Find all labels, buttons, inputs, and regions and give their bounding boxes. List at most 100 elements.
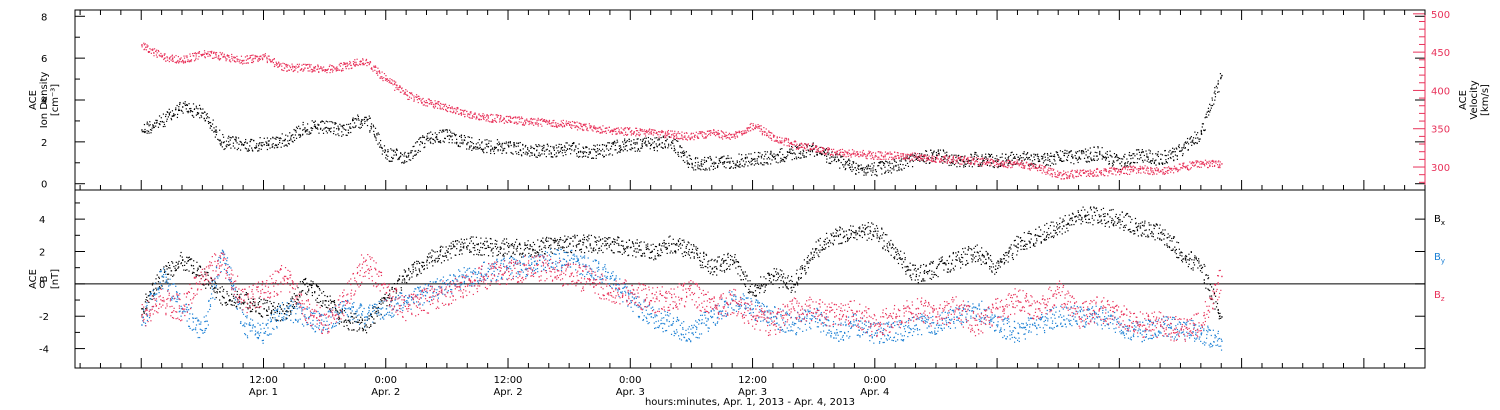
density-dot [641, 143, 643, 145]
density-dot [256, 143, 258, 145]
density-dot [1149, 161, 1151, 163]
velocity-dot [650, 129, 652, 131]
velocity-dot [1130, 171, 1132, 173]
density-dot [1150, 162, 1152, 165]
velocity-dot [592, 130, 594, 132]
velocity-dot [1012, 163, 1014, 165]
density-dot [575, 145, 577, 147]
density-dot [146, 132, 148, 134]
velocity-dot [1124, 168, 1126, 170]
velocity-dot [584, 123, 586, 125]
density-dot [434, 141, 437, 143]
velocity-dot [313, 70, 315, 72]
density-dot [932, 157, 934, 160]
bx-dot [167, 273, 170, 275]
density-dot [704, 169, 706, 171]
density-dot [1186, 137, 1189, 140]
density-dot [735, 164, 737, 166]
density-dot [647, 140, 650, 142]
velocity-dot [159, 55, 161, 57]
density-dot [205, 114, 207, 116]
velocity-dot [825, 153, 827, 156]
velocity-dot [806, 147, 808, 149]
top-y2tick-label-1: 350 [1431, 125, 1450, 136]
velocity-dot [683, 132, 686, 134]
velocity-dot [239, 59, 241, 61]
velocity-dot [195, 53, 198, 55]
density-point [834, 158, 836, 161]
density-dot [434, 140, 436, 142]
density-dot [966, 160, 968, 162]
density-dot [152, 124, 154, 126]
velocity-dot [1049, 174, 1051, 176]
density-dot [925, 150, 928, 152]
density-dot [1126, 165, 1129, 167]
velocity-dot [507, 116, 510, 118]
bx-dot [146, 299, 148, 302]
velocity-dot [1108, 172, 1110, 174]
velocity-dot [1085, 171, 1087, 173]
density-dot [931, 152, 933, 154]
density-dot [522, 144, 524, 146]
density-dot [1113, 153, 1116, 155]
bx-dot [187, 257, 189, 259]
velocity-dot [509, 120, 511, 122]
density-dot [981, 154, 983, 156]
velocity-dot [787, 138, 789, 140]
velocity-dot [171, 60, 174, 62]
velocity-dot [499, 119, 501, 121]
velocity-dot [1151, 167, 1153, 170]
density-dot [544, 150, 546, 152]
velocity-dot [585, 126, 587, 128]
velocity-dot [171, 55, 173, 57]
density-dot [1007, 156, 1009, 159]
density-dot [1025, 154, 1027, 156]
bx-dot [220, 302, 222, 304]
density-dot [339, 123, 341, 125]
density-dot [1105, 152, 1107, 154]
density-dot [381, 147, 383, 149]
velocity-dot [425, 101, 427, 104]
velocity-dot [1211, 160, 1214, 163]
velocity-dot [728, 137, 730, 139]
velocity-dot [942, 160, 945, 162]
velocity-point [976, 160, 979, 163]
density-dot [1092, 159, 1094, 161]
density-point [1139, 154, 1142, 156]
density-point [609, 148, 612, 150]
velocity-dot [382, 79, 384, 82]
velocity-dot [1066, 177, 1068, 179]
density-dot [337, 125, 339, 127]
velocity-dot [218, 54, 220, 57]
velocity-dot [1032, 165, 1035, 167]
velocity-dot [1162, 171, 1164, 173]
density-dot [900, 168, 902, 170]
velocity-dot [579, 128, 581, 130]
velocity-dot [468, 113, 470, 115]
velocity-dot [480, 118, 482, 121]
density-dot [769, 158, 771, 160]
velocity-dot [1168, 166, 1170, 168]
density-dot [433, 138, 435, 141]
velocity-dot [681, 135, 683, 137]
velocity-dot [198, 52, 200, 54]
velocity-dot [963, 162, 965, 164]
density-dot [397, 158, 399, 161]
density-dot [828, 152, 830, 154]
density-dot [1053, 154, 1055, 156]
density-dot [421, 141, 423, 143]
velocity-dot [478, 114, 480, 116]
density-dot [1070, 150, 1073, 152]
density-dot [799, 144, 801, 146]
velocity-dot [370, 67, 372, 70]
density-dot [606, 144, 608, 147]
density-dot [568, 144, 570, 146]
velocity-dot [959, 163, 961, 165]
density-dot [925, 150, 927, 152]
velocity-dot [343, 62, 345, 64]
velocity-dot [758, 125, 760, 128]
density-dot [886, 161, 888, 163]
velocity-dot [446, 110, 448, 112]
density-dot [310, 127, 312, 129]
density-dot [686, 160, 688, 162]
